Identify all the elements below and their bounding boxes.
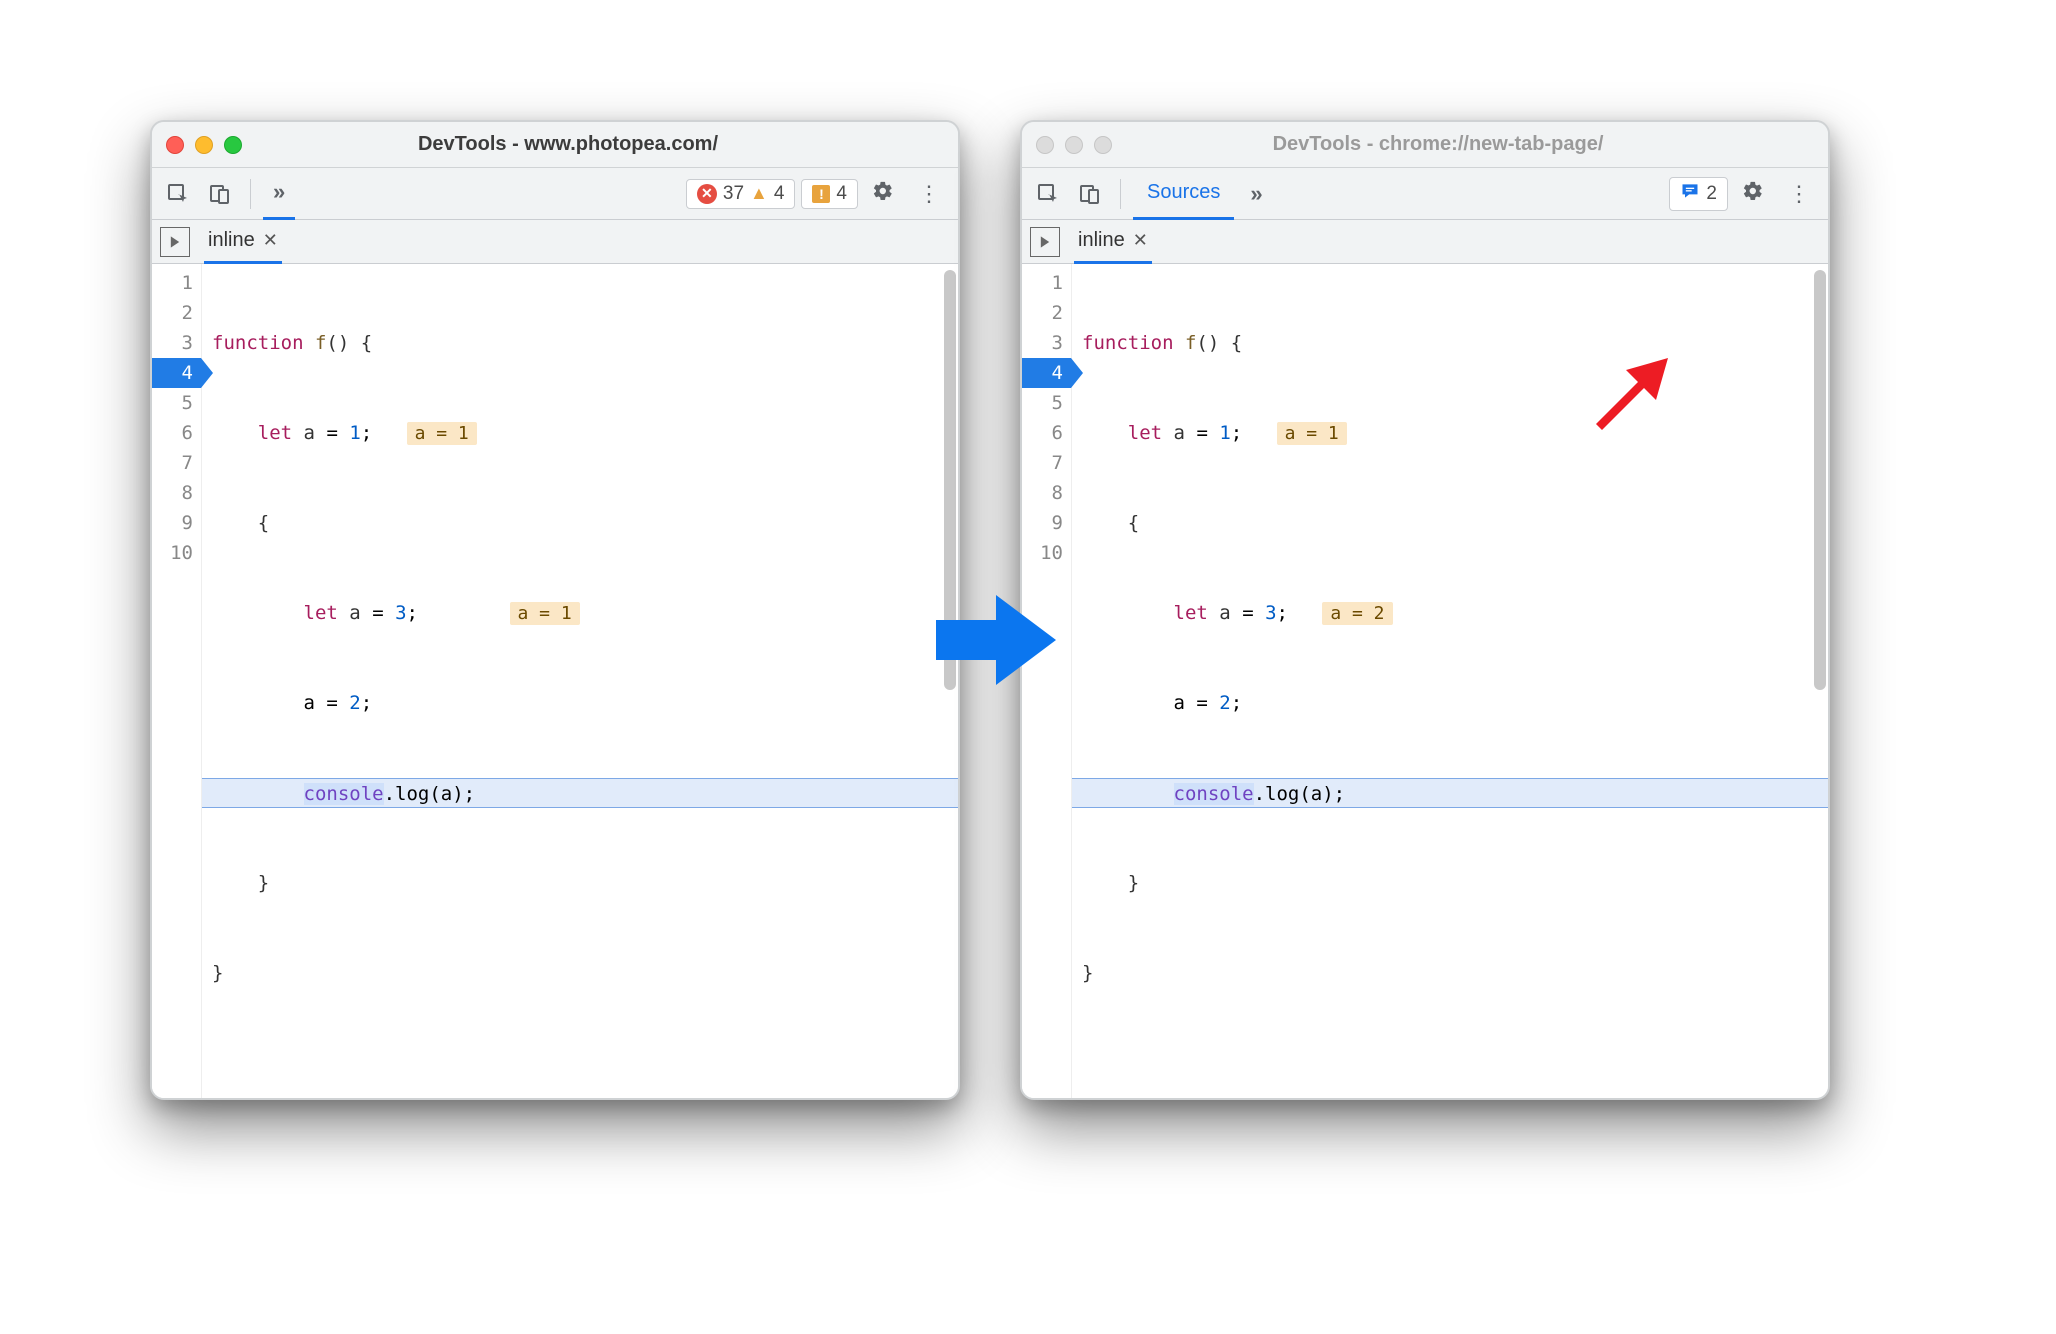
close-icon[interactable] [1036,136,1054,154]
file-tab-bar: inline ✕ [152,220,958,264]
device-toggle-icon[interactable] [1072,176,1108,212]
devtools-window-right: DevTools - chrome://new-tab-page/ Source… [1020,120,1830,1100]
inspect-icon[interactable] [160,176,196,212]
inline-value-hint: a = 1 [1277,422,1347,445]
callout-arrow-icon [1590,356,1670,432]
execution-line-marker: 4 [1022,358,1071,388]
message-icon [1680,181,1700,207]
device-toggle-icon[interactable] [202,176,238,212]
zoom-icon[interactable] [224,136,242,154]
file-tab-label: inline [208,229,255,252]
tab-sources[interactable]: Sources [1133,168,1234,220]
file-tab-label: inline [1078,229,1125,252]
scrollbar[interactable] [1814,270,1826,690]
error-badge[interactable]: ✕ 37 ▲ 4 [686,179,796,209]
navigator-toggle-icon[interactable] [160,227,190,257]
titlebar[interactable]: DevTools - www.photopea.com/ [152,122,958,168]
more-panels-icon[interactable]: » [263,168,295,220]
main-toolbar: Sources » 2 ⋮ [1022,168,1828,220]
current-line: console.log(a); [202,778,958,808]
code-content[interactable]: function f() { let a = 1; a = 1 { let a … [1072,264,1828,1100]
titlebar[interactable]: DevTools - chrome://new-tab-page/ [1022,122,1828,168]
devtools-window-left: DevTools - www.photopea.com/ » ✕ 37 ▲ 4 … [150,120,960,1100]
minimize-icon[interactable] [1065,136,1083,154]
close-icon[interactable] [166,136,184,154]
file-tab-bar: inline ✕ [1022,220,1828,264]
divider [1120,179,1121,209]
line-gutter[interactable]: 1 2 3 4 5 6 7 8 9 10 [152,264,202,1100]
inspect-icon[interactable] [1030,176,1066,212]
divider [250,179,251,209]
issues-icon: ! [812,185,830,203]
execution-line-marker: 4 [152,358,201,388]
code-editor[interactable]: 1 2 3 4 5 6 7 8 9 10 function f() { let … [1022,264,1828,1100]
zoom-icon[interactable] [1094,136,1112,154]
navigator-toggle-icon[interactable] [1030,227,1060,257]
code-content[interactable]: function f() { let a = 1; a = 1 { let a … [202,264,958,1100]
more-panels-icon[interactable]: » [1240,181,1272,207]
file-tab[interactable]: inline ✕ [1074,220,1152,264]
inline-value-hint: a = 1 [510,602,580,625]
traffic-lights [1036,136,1112,154]
transition-arrow-icon [936,590,1056,690]
error-icon: ✕ [697,184,717,204]
kebab-menu-icon[interactable]: ⋮ [908,181,950,207]
window-title: DevTools - chrome://new-tab-page/ [1112,133,1814,156]
message-count: 2 [1706,183,1717,205]
main-toolbar: » ✕ 37 ▲ 4 ! 4 ⋮ [152,168,958,220]
issues-badge[interactable]: 2 [1669,177,1728,211]
kebab-menu-icon[interactable]: ⋮ [1778,181,1820,207]
issues-badge[interactable]: ! 4 [801,179,858,209]
close-tab-icon[interactable]: ✕ [263,230,278,251]
warning-icon: ▲ [750,183,768,204]
settings-icon[interactable] [864,180,902,208]
code-editor[interactable]: 1 2 3 4 5 6 7 8 9 10 function f() { let … [152,264,958,1100]
minimize-icon[interactable] [195,136,213,154]
settings-icon[interactable] [1734,180,1772,208]
close-tab-icon[interactable]: ✕ [1133,230,1148,251]
traffic-lights [166,136,242,154]
current-line: console.log(a); [1072,778,1828,808]
warning-count: 4 [774,183,785,205]
issues-count: 4 [836,183,847,205]
error-count: 37 [723,183,744,205]
window-title: DevTools - www.photopea.com/ [242,133,944,156]
inline-value-hint: a = 1 [407,422,477,445]
inline-value-hint: a = 2 [1322,602,1392,625]
file-tab[interactable]: inline ✕ [204,220,282,264]
